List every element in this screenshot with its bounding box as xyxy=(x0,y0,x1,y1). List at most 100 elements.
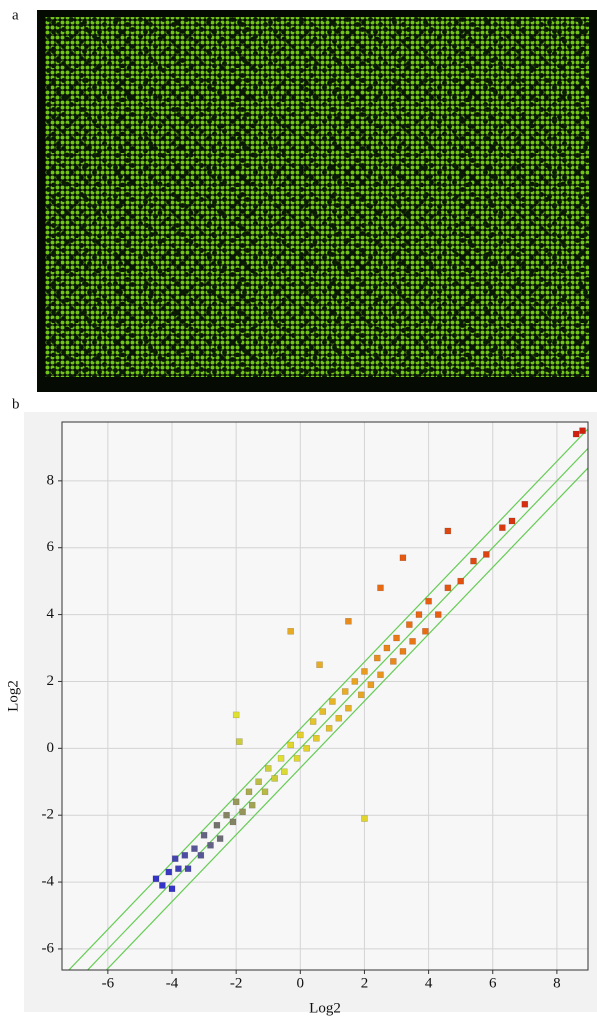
point xyxy=(351,678,359,685)
point xyxy=(422,628,429,635)
point xyxy=(168,885,176,893)
point xyxy=(245,788,253,796)
x-tick-label: 4 xyxy=(425,975,433,991)
point xyxy=(165,868,173,876)
point xyxy=(444,584,452,592)
point xyxy=(287,741,294,749)
point xyxy=(335,714,343,722)
y-tick-label: 2 xyxy=(47,673,55,689)
x-tick-label: -4 xyxy=(166,975,179,991)
x-tick-label: -6 xyxy=(102,975,115,991)
point xyxy=(434,611,442,618)
array-empty-spots xyxy=(45,17,589,377)
point xyxy=(383,644,391,652)
panel-label: b xyxy=(12,396,20,412)
point xyxy=(374,654,381,662)
point xyxy=(200,832,208,839)
x-tick-label: 6 xyxy=(489,975,497,991)
point xyxy=(248,801,256,809)
point xyxy=(303,745,310,752)
point xyxy=(390,658,397,665)
point xyxy=(319,708,327,715)
point xyxy=(399,554,407,561)
point xyxy=(309,718,317,725)
point xyxy=(521,501,529,508)
point xyxy=(236,738,243,745)
plot-border xyxy=(61,421,589,971)
point xyxy=(361,815,368,822)
point xyxy=(261,788,269,796)
point xyxy=(579,427,586,434)
point xyxy=(264,765,272,772)
point xyxy=(341,688,349,695)
point xyxy=(271,775,278,782)
reference-line xyxy=(105,467,588,970)
point xyxy=(345,618,352,625)
x-tick-label: 8 xyxy=(553,975,561,991)
point xyxy=(361,668,368,675)
point xyxy=(325,725,333,732)
point xyxy=(255,778,262,786)
point xyxy=(232,798,240,806)
point xyxy=(367,681,375,689)
point xyxy=(223,811,230,819)
point xyxy=(444,527,452,535)
point xyxy=(470,557,477,565)
point xyxy=(232,711,240,719)
point xyxy=(191,845,198,852)
x-axis-label: Log2 xyxy=(309,1000,341,1016)
point xyxy=(281,768,288,775)
point xyxy=(287,628,294,635)
point xyxy=(425,597,432,605)
point xyxy=(197,852,205,859)
point xyxy=(377,671,384,679)
y-tick-label: -4 xyxy=(42,874,55,890)
y-tick-label: 4 xyxy=(47,606,55,622)
y-axis-label: Log2 xyxy=(5,680,21,712)
x-tick-label: 0 xyxy=(297,975,305,991)
point xyxy=(313,735,320,742)
point xyxy=(216,835,224,842)
point xyxy=(457,577,464,585)
reference-line xyxy=(86,447,588,970)
plot-area xyxy=(62,422,588,970)
point xyxy=(229,818,237,826)
point xyxy=(297,731,304,739)
point xyxy=(377,584,384,592)
x-tick-label: 2 xyxy=(361,975,369,991)
y-tick-label: 0 xyxy=(47,740,55,756)
point xyxy=(572,430,580,438)
reference-line xyxy=(68,428,588,970)
point xyxy=(152,875,160,882)
point xyxy=(406,621,413,628)
point xyxy=(508,517,516,525)
point xyxy=(184,865,192,872)
point xyxy=(316,661,323,668)
y-tick-label: 6 xyxy=(47,539,55,555)
point xyxy=(159,882,166,889)
point xyxy=(293,755,301,762)
y-tick-label: -6 xyxy=(42,940,55,956)
y-tick-label: 8 xyxy=(47,472,55,488)
point xyxy=(399,648,407,655)
point xyxy=(409,638,416,645)
y-tick-label: -2 xyxy=(42,807,55,823)
point xyxy=(357,691,365,699)
point xyxy=(213,821,221,829)
x-tick-label: -2 xyxy=(230,975,243,991)
point xyxy=(171,855,179,862)
point xyxy=(175,865,182,872)
point xyxy=(277,755,285,762)
point xyxy=(393,634,400,642)
point xyxy=(415,611,423,618)
point xyxy=(483,551,490,558)
point xyxy=(181,852,189,859)
plot-layer xyxy=(62,422,588,970)
point xyxy=(207,842,214,849)
point xyxy=(329,698,336,705)
panel-label: a xyxy=(12,7,19,23)
point xyxy=(345,704,352,712)
point xyxy=(499,524,506,531)
